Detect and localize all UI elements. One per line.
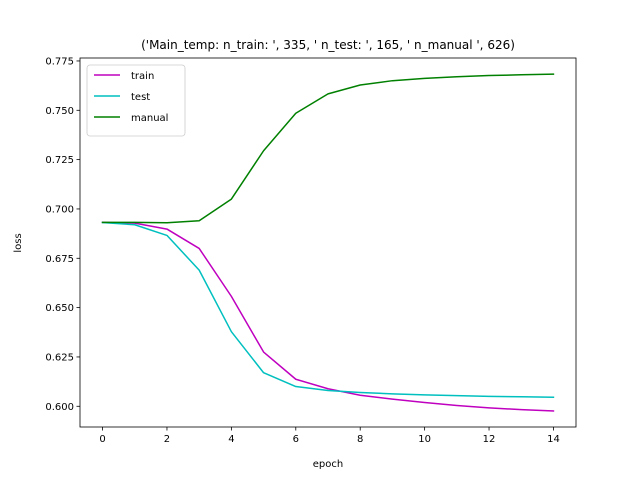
y-tick-label: 0.775 [45,56,74,67]
y-tick-label: 0.725 [45,155,74,166]
y-tick-label: 0.700 [45,204,74,215]
series-line-test [101,221,555,398]
legend-box [86,64,186,137]
plot-frame [79,57,577,428]
y-tick-label: 0.650 [45,303,74,314]
series-line-train [101,221,555,412]
x-tick-label: 2 [164,434,170,445]
x-axis-label: epoch [313,459,343,470]
y-tick-label: 0.675 [45,254,74,265]
legend: train test manual [86,64,186,137]
x-tick-label: 0 [99,434,105,445]
y-tick-label: 0.600 [45,402,74,413]
x-tick-label: 12 [483,434,496,445]
legend-label-manual: manual [131,113,168,124]
x-tick-label: 4 [228,434,234,445]
x-axis-ticks: 0 2 4 6 8 10 12 14 [99,427,560,445]
legend-label-train: train [131,71,154,82]
x-tick-label: 14 [547,434,560,445]
chart-title: ('Main_temp: n_train: ', 335, ' n_test: … [141,38,515,52]
x-tick-label: 10 [418,434,431,445]
y-tick-label: 0.750 [45,106,74,117]
y-axis-ticks: 0.600 0.625 0.650 0.675 0.700 0.725 0.750 0.775 [45,56,80,413]
x-tick-label: 6 [293,434,299,445]
series-lines [101,73,555,412]
series-line-manual [101,73,555,224]
y-tick-label: 0.625 [45,352,74,363]
x-tick-label: 8 [357,434,363,445]
y-axis-label: loss [13,233,24,252]
legend-label-test: test [131,92,150,103]
